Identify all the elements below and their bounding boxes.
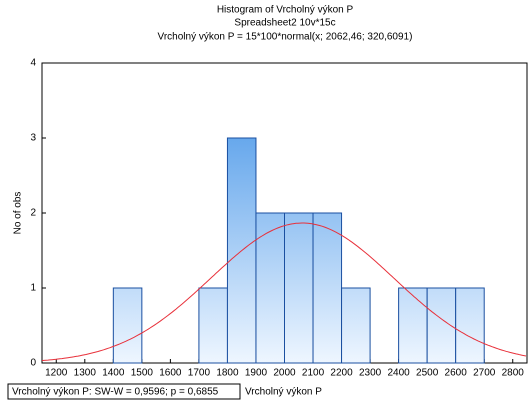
test-label: Vrcholný výkon P: SW-W = 0,9596; p = 0,6… <box>12 387 219 398</box>
x-tick-label: 2300 <box>359 368 382 379</box>
y-tick-label: 3 <box>30 133 36 144</box>
x-tick-label: 1700 <box>188 368 211 379</box>
bar <box>198 287 228 364</box>
chart-title: Histogram of Vrcholný výkon P <box>217 5 354 16</box>
x-tick-label: 1900 <box>245 368 268 379</box>
bar <box>341 287 371 364</box>
bar <box>455 287 485 364</box>
x-tick-label: 1400 <box>102 368 125 379</box>
x-tick-label: 2800 <box>502 368 525 379</box>
test-box <box>7 383 241 400</box>
x-tick-label: 1800 <box>216 368 239 379</box>
bar <box>255 212 285 364</box>
fit-label: Vrcholný výkon P = 15*100*normal(x; 2062… <box>158 32 413 43</box>
y-tick-label: 4 <box>30 58 36 69</box>
x-tick-label: 2100 <box>302 368 325 379</box>
x-axis-label: Vrcholný výkon P <box>245 387 322 398</box>
chart-subtitle: Spreadsheet2 10v*15c <box>234 18 335 29</box>
x-tick-label: 1500 <box>131 368 154 379</box>
normal-curve <box>41 222 527 362</box>
y-axis-label: No of obs <box>13 192 24 235</box>
bar <box>112 287 143 364</box>
y-tick-label: 2 <box>30 208 36 219</box>
x-tick-label: 1600 <box>159 368 182 379</box>
bar <box>284 212 314 364</box>
x-tick-label: 1300 <box>74 368 97 379</box>
x-tick-label: 2700 <box>473 368 496 379</box>
x-tick-label: 2500 <box>416 368 439 379</box>
bar <box>226 137 257 364</box>
bar <box>398 287 428 364</box>
bar <box>312 212 343 364</box>
y-tick-label: 1 <box>30 283 36 294</box>
x-tick-label: 2600 <box>445 368 468 379</box>
x-tick-label: 2200 <box>330 368 353 379</box>
x-tick-label: 2400 <box>387 368 410 379</box>
y-tick-label: 0 <box>30 358 36 369</box>
x-tick-label: 1200 <box>45 368 68 379</box>
x-tick-label: 2000 <box>273 368 296 379</box>
